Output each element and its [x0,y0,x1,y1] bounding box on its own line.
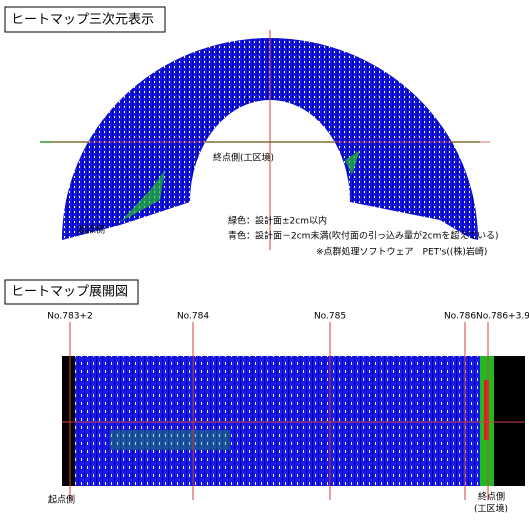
section-title: ヒートマップ三次元表示 [11,12,154,28]
title-box [4,6,166,33]
station-label: No.783+2 [47,312,92,322]
red-zone [484,380,489,440]
arch-heatmap [62,38,478,240]
strip-heatmap [75,356,480,486]
station-label: No.785 [314,312,346,322]
station-label: No.786 [444,312,476,322]
credit: ※点群処理ソフトウェア PET's((株)岩崎) [316,246,487,258]
green-zone [110,430,230,450]
legend-text: 緑色：設計面±2cm以内 [228,215,327,227]
label: 終点側 [478,491,505,503]
station-label: No.786+3.9 [476,312,529,322]
title-box [4,279,139,305]
section-title: ヒートマップ展開図 [11,285,128,300]
green-zone [120,170,165,222]
green-zone [345,150,360,175]
label: 起点側 [48,494,75,506]
station-label: No.784 [177,312,209,322]
station-lines [69,322,489,500]
label: 終点側(工区境) [213,152,274,164]
label: (工区境) [474,503,508,515]
legend-text: 青色：設計面－2cm未満(吹付面の引っ込み量が2cmを超えている) [228,230,498,242]
label: 起点側 [78,224,105,236]
